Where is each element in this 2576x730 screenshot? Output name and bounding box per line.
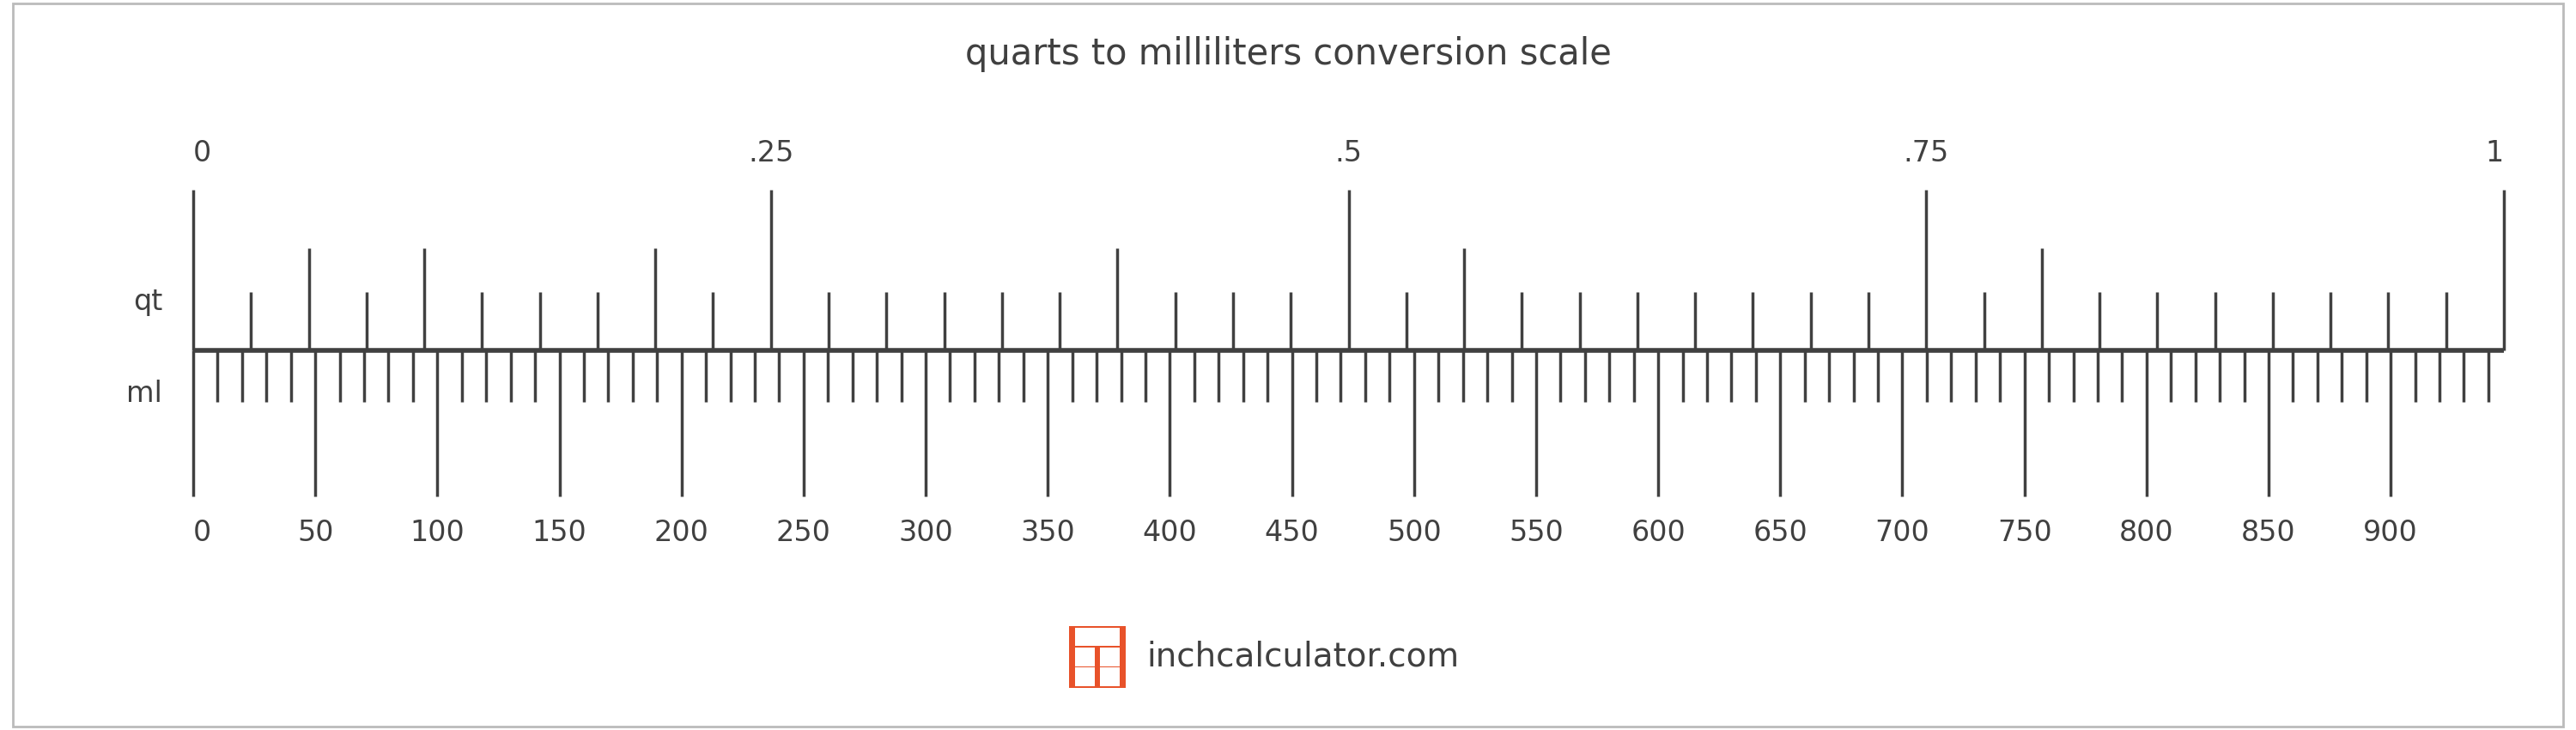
Text: 0: 0 <box>193 139 211 168</box>
Text: 850: 850 <box>2241 518 2295 547</box>
Text: 50: 50 <box>296 518 332 547</box>
Text: 700: 700 <box>1875 518 1929 547</box>
Text: .75: .75 <box>1904 139 1950 168</box>
Bar <box>1069 626 1126 688</box>
Text: 450: 450 <box>1265 518 1319 547</box>
Bar <box>1100 668 1121 687</box>
Text: 600: 600 <box>1631 518 1685 547</box>
Text: qt: qt <box>134 288 162 316</box>
Text: 650: 650 <box>1752 518 1808 547</box>
Text: 300: 300 <box>899 518 953 547</box>
Text: 200: 200 <box>654 518 708 547</box>
Text: 150: 150 <box>533 518 587 547</box>
Text: 750: 750 <box>1996 518 2053 547</box>
Bar <box>1074 668 1095 687</box>
Text: 800: 800 <box>2120 518 2174 547</box>
Text: quarts to milliliters conversion scale: quarts to milliliters conversion scale <box>966 36 1610 72</box>
Bar <box>1100 648 1121 666</box>
Text: inchcalculator.com: inchcalculator.com <box>1146 641 1458 673</box>
Text: 1: 1 <box>2486 139 2504 168</box>
Text: .25: .25 <box>747 139 793 168</box>
Text: ml: ml <box>126 380 162 408</box>
Text: .5: .5 <box>1334 139 1363 168</box>
Bar <box>1074 627 1121 646</box>
Text: 550: 550 <box>1510 518 1564 547</box>
Text: 100: 100 <box>410 518 464 547</box>
Text: 0: 0 <box>193 518 211 547</box>
Text: 900: 900 <box>2362 518 2419 547</box>
Bar <box>1074 648 1095 666</box>
Text: 500: 500 <box>1386 518 1443 547</box>
Text: 350: 350 <box>1020 518 1074 547</box>
Text: 250: 250 <box>775 518 832 547</box>
Text: 400: 400 <box>1144 518 1198 547</box>
